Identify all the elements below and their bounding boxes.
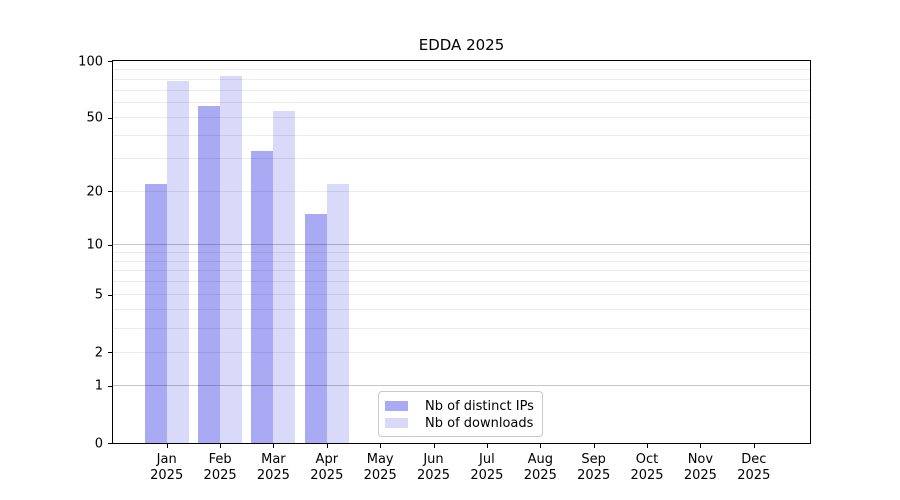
x-tick-aug <box>540 444 542 448</box>
bar-downloads-mar <box>273 111 296 443</box>
y-tick-0 <box>108 443 112 444</box>
bar-distinct-ips-feb <box>198 105 221 443</box>
x-tick-apr <box>326 444 328 448</box>
x-tick-jun <box>433 444 435 448</box>
gridline-80 <box>113 78 810 80</box>
x-tick-jan <box>166 444 168 448</box>
gridline-60 <box>113 102 810 104</box>
x-tick-sep <box>593 444 595 448</box>
x-tick-mar <box>273 444 275 448</box>
legend-row-downloads: Nb of downloads <box>385 415 534 431</box>
y-tick-label-0: 0 <box>94 436 103 451</box>
y-tick-20 <box>108 191 112 192</box>
x-tick-label-feb: Feb 2025 <box>203 452 237 483</box>
y-tick-2 <box>108 352 112 354</box>
legend-label-distinct-ips: Nb of distinct IPs <box>425 398 534 414</box>
x-tick-feb <box>220 444 222 448</box>
gridline-4 <box>113 309 810 311</box>
y-tick-5 <box>108 294 112 296</box>
x-tick-label-oct: Oct 2025 <box>630 452 664 483</box>
x-tick-jul <box>486 444 488 448</box>
bar-distinct-ips-jan <box>144 183 167 443</box>
gridline-10 <box>113 244 810 245</box>
x-tick-label-sep: Sep 2025 <box>577 452 611 483</box>
gridline-5 <box>113 294 810 296</box>
y-tick-label-10: 10 <box>86 237 103 253</box>
y-tick-label-20: 20 <box>86 184 103 199</box>
legend-row-distinct-ips: Nb of distinct IPs <box>385 398 534 414</box>
gridline-8 <box>113 260 810 262</box>
y-tick-100 <box>108 61 112 62</box>
bar-distinct-ips-apr <box>304 213 327 443</box>
bar-downloads-jan <box>166 81 189 443</box>
gridline-70 <box>113 89 810 91</box>
gridline-3 <box>113 327 810 329</box>
x-tick-label-jan: Jan 2025 <box>150 452 184 483</box>
x-tick-label-aug: Aug 2025 <box>523 452 557 483</box>
gridline-2 <box>113 351 810 353</box>
x-tick-may <box>380 444 382 448</box>
gridline-30 <box>113 158 810 160</box>
bar-downloads-apr <box>326 183 349 443</box>
gridline-40 <box>113 135 810 137</box>
bar-distinct-ips-mar <box>251 151 274 443</box>
x-tick-label-jul: Jul 2025 <box>470 452 504 483</box>
legend-swatch-distinct-ips <box>385 401 408 411</box>
chart-title: EDDA 2025 <box>418 36 505 54</box>
x-tick-label-dec: Dec 2025 <box>737 452 771 483</box>
legend: Nb of distinct IPs Nb of downloads <box>378 391 543 437</box>
x-tick-oct <box>647 444 648 448</box>
gridline-6 <box>113 281 810 283</box>
gridline-90 <box>113 69 810 71</box>
y-tick-label-2: 2 <box>94 345 103 361</box>
x-tick-label-apr: Apr 2025 <box>310 452 344 483</box>
gridline-50 <box>113 117 810 119</box>
y-tick-label-5: 5 <box>94 287 103 303</box>
y-tick-label-1: 1 <box>94 378 103 394</box>
gridline-7 <box>113 270 810 272</box>
gridline-1 <box>113 385 810 387</box>
x-tick-label-may: May 2025 <box>363 452 397 483</box>
x-tick-label-nov: Nov 2025 <box>683 452 717 483</box>
plot-area <box>112 60 811 444</box>
y-tick-label-50: 50 <box>86 110 103 126</box>
gridline-20 <box>113 190 810 192</box>
legend-swatch-downloads <box>385 418 408 428</box>
y-tick-10 <box>108 244 112 246</box>
x-tick-label-mar: Mar 2025 <box>256 452 290 483</box>
y-tick-label-100: 100 <box>78 54 103 69</box>
bar-downloads-feb <box>220 76 243 443</box>
gridline-9 <box>113 251 810 253</box>
x-tick-dec <box>753 444 755 448</box>
x-tick-nov <box>700 444 702 448</box>
y-tick-1 <box>108 385 112 387</box>
x-tick-label-jun: Jun 2025 <box>416 452 451 483</box>
legend-label-downloads: Nb of downloads <box>425 415 534 431</box>
y-tick-50 <box>108 117 112 119</box>
